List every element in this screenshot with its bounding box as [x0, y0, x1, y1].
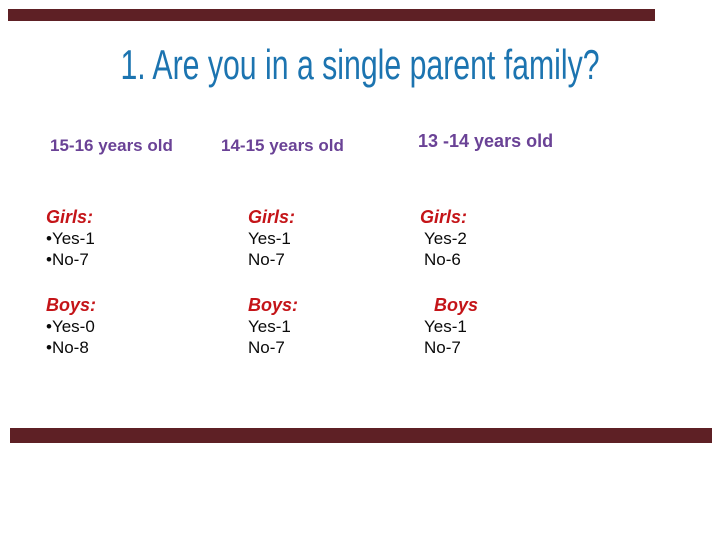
- boys-label: Boys:: [248, 295, 299, 315]
- stat-line: Yes-1: [424, 317, 467, 336]
- age-column-15-16: Girls: •Yes-1 •No-7 Boys: •Yes-0 •No-8: [46, 206, 96, 358]
- stat-line: No-6: [424, 250, 461, 269]
- slide-title: 1. Are you in a single parent family?: [120, 41, 600, 88]
- column-header-14-15: 14-15 years old: [221, 136, 344, 155]
- stat-line: Yes-1: [248, 229, 291, 248]
- section-gap: [46, 270, 96, 294]
- stat-line: •Yes-0: [46, 317, 95, 336]
- boys-label: Boys:: [46, 295, 97, 315]
- stat-line: No-7: [248, 338, 285, 357]
- section-gap: [248, 270, 298, 294]
- top-divider-bar: [8, 9, 655, 21]
- stat-line: •No-8: [46, 338, 89, 357]
- section-gap: [420, 270, 478, 294]
- age-column-14-15: Girls: Yes-1 No-7 Boys: Yes-1 No-7: [248, 206, 298, 358]
- girls-label: Girls:: [420, 207, 468, 227]
- age-column-13-14: Girls: Yes-2 No-6 Boys Yes-1 No-7: [420, 206, 478, 358]
- stat-line: •No-7: [46, 250, 89, 269]
- stat-line: Yes-2: [424, 229, 467, 248]
- column-header-15-16: 15-16 years old: [50, 136, 173, 155]
- stat-line: No-7: [248, 250, 285, 269]
- stat-line: Yes-1: [248, 317, 291, 336]
- bottom-divider-bar: [10, 428, 712, 443]
- stat-line: No-7: [424, 338, 461, 357]
- stat-line: •Yes-1: [46, 229, 95, 248]
- boys-label: Boys: [434, 295, 479, 315]
- girls-label: Girls:: [248, 207, 296, 227]
- column-header-13-14: 13 -14 years old: [418, 131, 554, 151]
- girls-label: Girls:: [46, 207, 94, 227]
